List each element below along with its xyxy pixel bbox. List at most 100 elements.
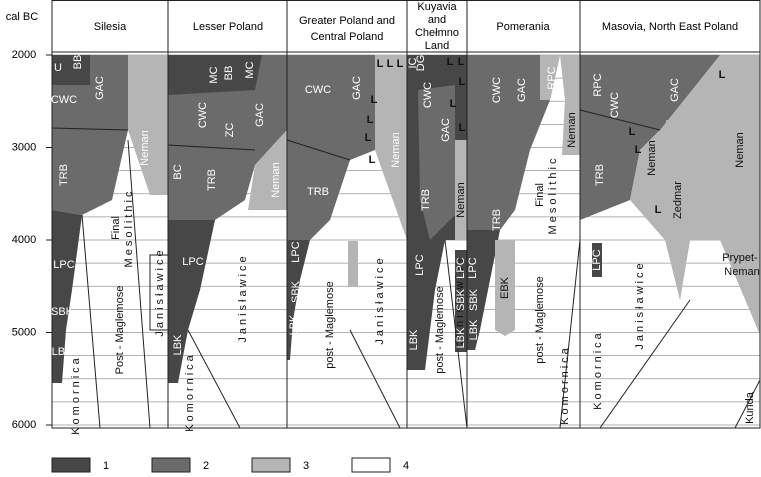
label: TRB bbox=[307, 186, 329, 198]
frame bbox=[51, 0, 761, 429]
label: Janisławice bbox=[454, 255, 466, 344]
marker: L bbox=[387, 58, 394, 70]
label: Komornica bbox=[592, 330, 604, 410]
marker: L bbox=[397, 58, 404, 70]
label: TRB bbox=[58, 164, 70, 186]
label: Neman bbox=[139, 130, 151, 165]
label: LBK bbox=[288, 314, 300, 335]
marker: L bbox=[458, 56, 465, 68]
label: Zedmar bbox=[672, 181, 684, 219]
column-title: and bbox=[428, 14, 446, 26]
label: Janisławice bbox=[237, 253, 249, 342]
label: BB bbox=[223, 66, 235, 81]
label: Neman bbox=[724, 266, 759, 278]
label: TRB bbox=[206, 169, 218, 191]
label: Post - Maglemose bbox=[114, 286, 126, 375]
label: TRB bbox=[594, 164, 606, 186]
legend-label: 3 bbox=[303, 460, 309, 472]
label: SBK bbox=[51, 306, 74, 318]
legend-label: 4 bbox=[403, 460, 409, 472]
label: post - Maglemose bbox=[324, 281, 336, 368]
label: GAC bbox=[669, 78, 681, 102]
label: LPC bbox=[414, 254, 426, 275]
axis-label: cal BC bbox=[6, 11, 38, 23]
label: LPC bbox=[591, 249, 603, 270]
label: CWC bbox=[197, 102, 209, 128]
y-tick-label: 3000 bbox=[12, 141, 36, 153]
marker: L bbox=[450, 98, 457, 110]
label: Komornica bbox=[184, 352, 196, 432]
label: CWC bbox=[305, 84, 331, 96]
label: EBK bbox=[499, 276, 511, 299]
label: Neman bbox=[566, 112, 578, 147]
marker: L bbox=[719, 69, 726, 81]
label: post - Maglemose bbox=[434, 286, 446, 373]
label: CWC bbox=[51, 94, 77, 106]
marker: L bbox=[447, 56, 454, 68]
label: Kunda bbox=[744, 391, 756, 424]
label: Neman bbox=[270, 162, 282, 197]
marker: L bbox=[629, 126, 636, 138]
column-title: Land bbox=[425, 40, 449, 52]
label: Mesolithic bbox=[547, 156, 559, 235]
label: post - Maglemose bbox=[534, 276, 546, 363]
label: LPC bbox=[467, 257, 479, 278]
label: Komornica bbox=[559, 345, 571, 425]
legend-label: 1 bbox=[103, 460, 109, 472]
label: Neman bbox=[646, 140, 658, 175]
column-title: Chełmno bbox=[415, 27, 459, 39]
label: Prypet- bbox=[722, 252, 758, 264]
column-title: Kuyavia bbox=[417, 1, 457, 13]
y-tick-label: 6000 bbox=[12, 419, 36, 431]
label: Janisławice bbox=[154, 247, 166, 336]
marker: L bbox=[377, 58, 384, 70]
label: BB bbox=[72, 55, 84, 70]
marker: L bbox=[655, 204, 662, 216]
marker: L bbox=[365, 132, 372, 144]
label: LBK bbox=[408, 329, 420, 350]
label: Mesolithic bbox=[123, 189, 135, 268]
label: RPC bbox=[546, 66, 558, 89]
label: CWC bbox=[422, 82, 434, 108]
legend bbox=[51, 457, 391, 473]
marker: L bbox=[371, 94, 378, 106]
label: SBK bbox=[290, 280, 302, 303]
label: RPC bbox=[592, 73, 604, 96]
column-title: Silesia bbox=[94, 21, 127, 33]
label: LBK bbox=[172, 334, 184, 355]
label: U bbox=[54, 62, 62, 74]
label: Final bbox=[534, 183, 546, 207]
shapes bbox=[51, 55, 761, 429]
y-tick-label: 4000 bbox=[12, 234, 36, 246]
label: Janisławice bbox=[634, 260, 646, 349]
label: TRB bbox=[420, 189, 432, 211]
label: LBK bbox=[52, 346, 73, 358]
y-tick-label: 2000 bbox=[12, 49, 36, 61]
label: CWC bbox=[491, 77, 503, 103]
label: IC bbox=[407, 57, 419, 68]
column-title: Pomerania bbox=[496, 21, 550, 33]
label: Final bbox=[110, 216, 122, 240]
y-tick-label: 5000 bbox=[12, 326, 36, 338]
label: LPC bbox=[182, 256, 203, 268]
legend-label: 2 bbox=[203, 460, 209, 472]
label: CWC bbox=[609, 92, 621, 118]
label: ZC bbox=[224, 123, 236, 138]
label: LPC bbox=[53, 259, 74, 271]
column-title: Greater Poland and bbox=[299, 15, 395, 27]
label: SBK bbox=[455, 288, 467, 311]
marker: L bbox=[369, 154, 376, 166]
marker: L bbox=[459, 122, 466, 134]
label: MC bbox=[208, 66, 220, 83]
label: SBK bbox=[468, 288, 480, 311]
label: DG bbox=[415, 55, 427, 72]
label: GAC bbox=[351, 76, 363, 100]
label: MC bbox=[244, 61, 256, 78]
label: LBK bbox=[468, 319, 480, 340]
label: Neman bbox=[390, 132, 402, 167]
label: LPC bbox=[455, 257, 467, 278]
label: Neman bbox=[455, 182, 467, 217]
label: LPC bbox=[290, 241, 302, 262]
label: TRB bbox=[491, 209, 503, 231]
